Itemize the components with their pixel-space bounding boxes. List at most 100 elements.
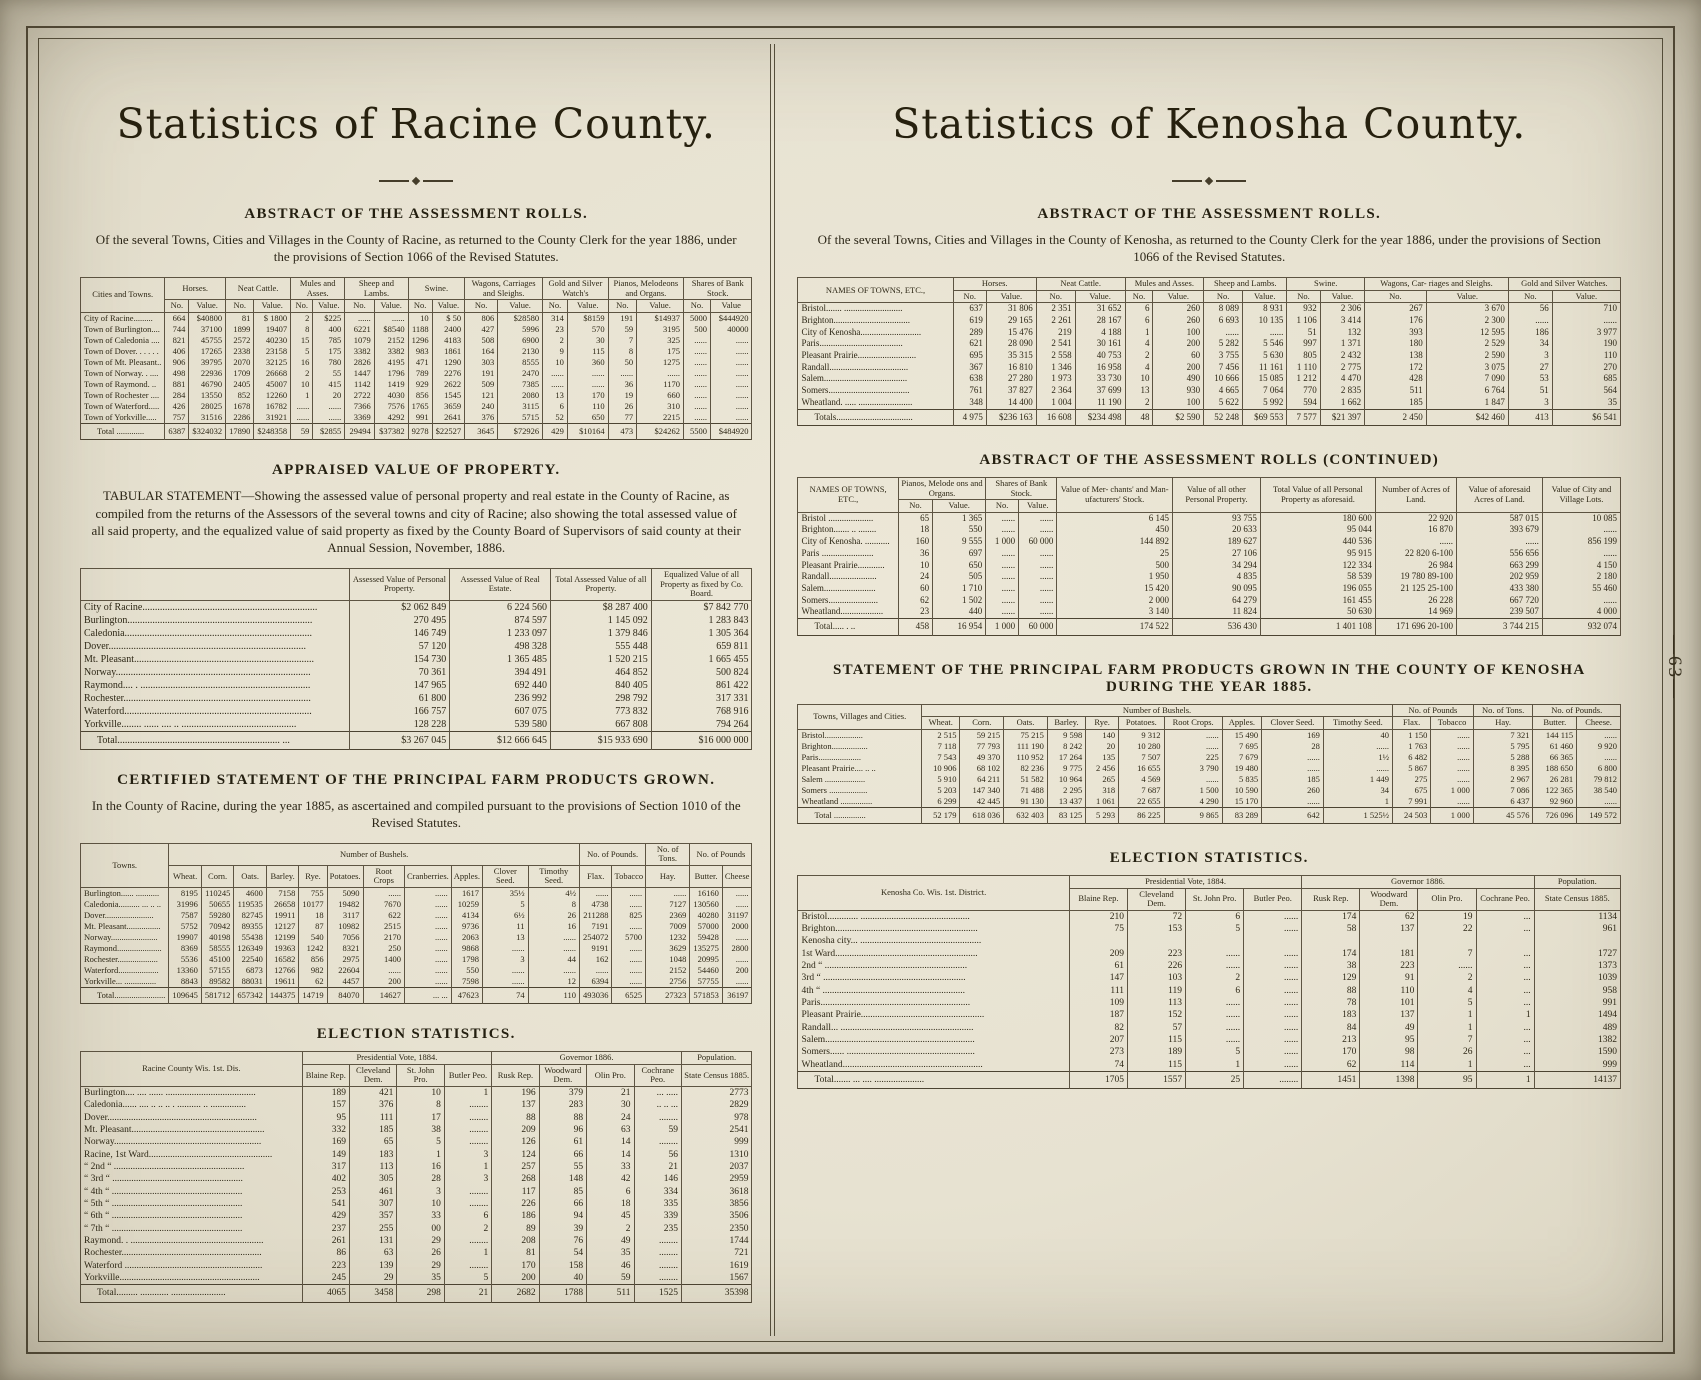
column-header: Apples. bbox=[1221, 716, 1263, 730]
table-row: Somers..................................… bbox=[797, 385, 1622, 397]
table-cell: 126349 bbox=[233, 943, 267, 955]
racine-farm-table: Towns. Number of Bushels. No. of Pounds. No… bbox=[79, 842, 753, 1005]
table-cell: 140 bbox=[1085, 729, 1120, 741]
table-cell: 3 670 bbox=[1425, 302, 1509, 316]
table-row: City of Racine..........................… bbox=[80, 600, 753, 614]
table-cell: ...... bbox=[578, 887, 613, 899]
table-cell: 5715 bbox=[497, 412, 544, 424]
table-cell: 3 755 bbox=[1203, 350, 1244, 362]
table-cell: 88 bbox=[491, 1111, 540, 1124]
table-cell: 7127 bbox=[645, 898, 691, 911]
table-cell: 19363 bbox=[265, 943, 300, 955]
table-cell: 360 bbox=[566, 357, 609, 369]
table-cell: 86 225 bbox=[1118, 806, 1165, 824]
table-row: 2nd “ ..................................… bbox=[797, 959, 1622, 973]
table-cell: ...... bbox=[1018, 571, 1058, 583]
table-cell: 34 bbox=[1507, 338, 1553, 351]
column-header: Value. bbox=[1242, 289, 1288, 304]
table-cell: ...... bbox=[611, 887, 647, 899]
table-cell: 58 539 bbox=[1259, 571, 1376, 583]
table-cell: 1 000 bbox=[1430, 784, 1474, 796]
table-cell: $484920 bbox=[710, 423, 753, 440]
column-header: No. bbox=[1286, 289, 1321, 304]
table-cell: 223 bbox=[301, 1259, 350, 1273]
row-label: Randall.................................… bbox=[797, 361, 954, 374]
table-cell: ... bbox=[1475, 1021, 1535, 1035]
table-cell: 556 656 bbox=[1455, 547, 1543, 560]
table-cell: 874 597 bbox=[449, 613, 551, 627]
table-cell: 3645 bbox=[464, 423, 499, 440]
table-row: Paris ....................... 36 697......… bbox=[797, 547, 1622, 560]
table-cell: 2 558 bbox=[1035, 350, 1076, 362]
table-cell: 1 145 092 bbox=[550, 613, 652, 627]
table-cell: 1275 bbox=[636, 357, 685, 369]
table-cell: 9868 bbox=[450, 943, 483, 955]
table-cell: 157 bbox=[301, 1099, 350, 1112]
table-cell: 498 328 bbox=[449, 639, 551, 653]
table-cell: 55 bbox=[538, 1161, 588, 1174]
table-cell: ...... bbox=[373, 312, 409, 324]
table-cell: 153 bbox=[1126, 922, 1187, 936]
table-cell: 185 bbox=[1261, 773, 1324, 785]
table-cell: 4 000 bbox=[1541, 606, 1622, 619]
table-cell: 1 710 bbox=[932, 582, 987, 595]
table-cell: 62 bbox=[1301, 1058, 1361, 1072]
table-cell: ...... bbox=[1018, 547, 1058, 560]
table-cell: 35 bbox=[1551, 396, 1622, 410]
table-cell: 40 bbox=[538, 1272, 588, 1285]
table-cell: 117 bbox=[491, 1185, 540, 1199]
table-cell: ...... bbox=[611, 954, 647, 966]
table-cell: 932 074 bbox=[1541, 617, 1622, 636]
table-cell: 500 bbox=[683, 323, 712, 335]
table-cell: 110245 bbox=[200, 887, 235, 899]
table-cell: 88 bbox=[538, 1111, 588, 1124]
table-cell: 7 bbox=[1417, 947, 1477, 960]
table-cell: 1744 bbox=[680, 1235, 753, 1248]
table-cell: ...... bbox=[1243, 959, 1303, 973]
table-cell: 4030 bbox=[373, 390, 409, 402]
table-cell: 9 920 bbox=[1576, 740, 1621, 752]
column-header: Potatoes. bbox=[1118, 716, 1165, 730]
table-cell: 726 096 bbox=[1532, 806, 1578, 824]
table-cell: 62 bbox=[897, 594, 934, 607]
table-cell: 8 bbox=[607, 346, 638, 358]
table-cell: 570 bbox=[566, 323, 609, 335]
table-cell: 21 bbox=[443, 1284, 493, 1303]
column-header: Presidential Vote, 1884. bbox=[301, 1051, 493, 1065]
column-header: Apples. bbox=[450, 864, 483, 888]
table-cell: 15 420 bbox=[1056, 582, 1173, 595]
table-row: Town of Yorkville..... 757 31516 2286 31921.… bbox=[79, 412, 753, 424]
table-cell: 86 bbox=[301, 1247, 350, 1260]
table-cell: 840 405 bbox=[550, 678, 652, 692]
table-cell: 38 540 bbox=[1576, 784, 1621, 796]
table-cell: 464 852 bbox=[550, 665, 652, 679]
table-cell: ...... bbox=[985, 524, 1020, 537]
table-cell: 111 bbox=[1068, 984, 1128, 997]
table-cell: ...... bbox=[1374, 536, 1457, 548]
table-cell: 1 525½ bbox=[1322, 806, 1393, 824]
column-header: No. bbox=[1035, 289, 1076, 304]
table-cell: 13 bbox=[1124, 385, 1154, 397]
table-cell: 211288 bbox=[578, 910, 613, 922]
table-cell: 154 730 bbox=[348, 652, 451, 666]
table-cell: 1 106 bbox=[1286, 315, 1321, 327]
table-cell: 978 bbox=[680, 1111, 753, 1124]
table-cell: 40280 bbox=[689, 910, 723, 922]
table-cell: 1382 bbox=[1533, 1034, 1622, 1047]
table-cell: 805 bbox=[1286, 350, 1321, 362]
row-label: City of Racine......... bbox=[79, 312, 166, 324]
table-cell: 2 bbox=[290, 312, 314, 324]
total-row: Total....... ... .... ..................… bbox=[797, 1071, 1622, 1089]
table-cell: 6 bbox=[443, 1210, 493, 1223]
column-header: Rusk Rep. bbox=[1301, 887, 1361, 911]
table-cell: 138 bbox=[1364, 350, 1427, 362]
table-cell: 6 bbox=[542, 401, 568, 413]
table-cell: 25 bbox=[1056, 547, 1173, 560]
table-cell: ...... bbox=[527, 943, 580, 955]
table-cell: 53 bbox=[1507, 373, 1553, 386]
column-header: Value. bbox=[373, 299, 409, 313]
column-header: Gold and Silver Watch's bbox=[542, 277, 609, 301]
table-cell: 8 089 bbox=[1203, 302, 1244, 316]
table-cell: 4183 bbox=[431, 334, 466, 346]
column-header: No. bbox=[407, 299, 433, 313]
